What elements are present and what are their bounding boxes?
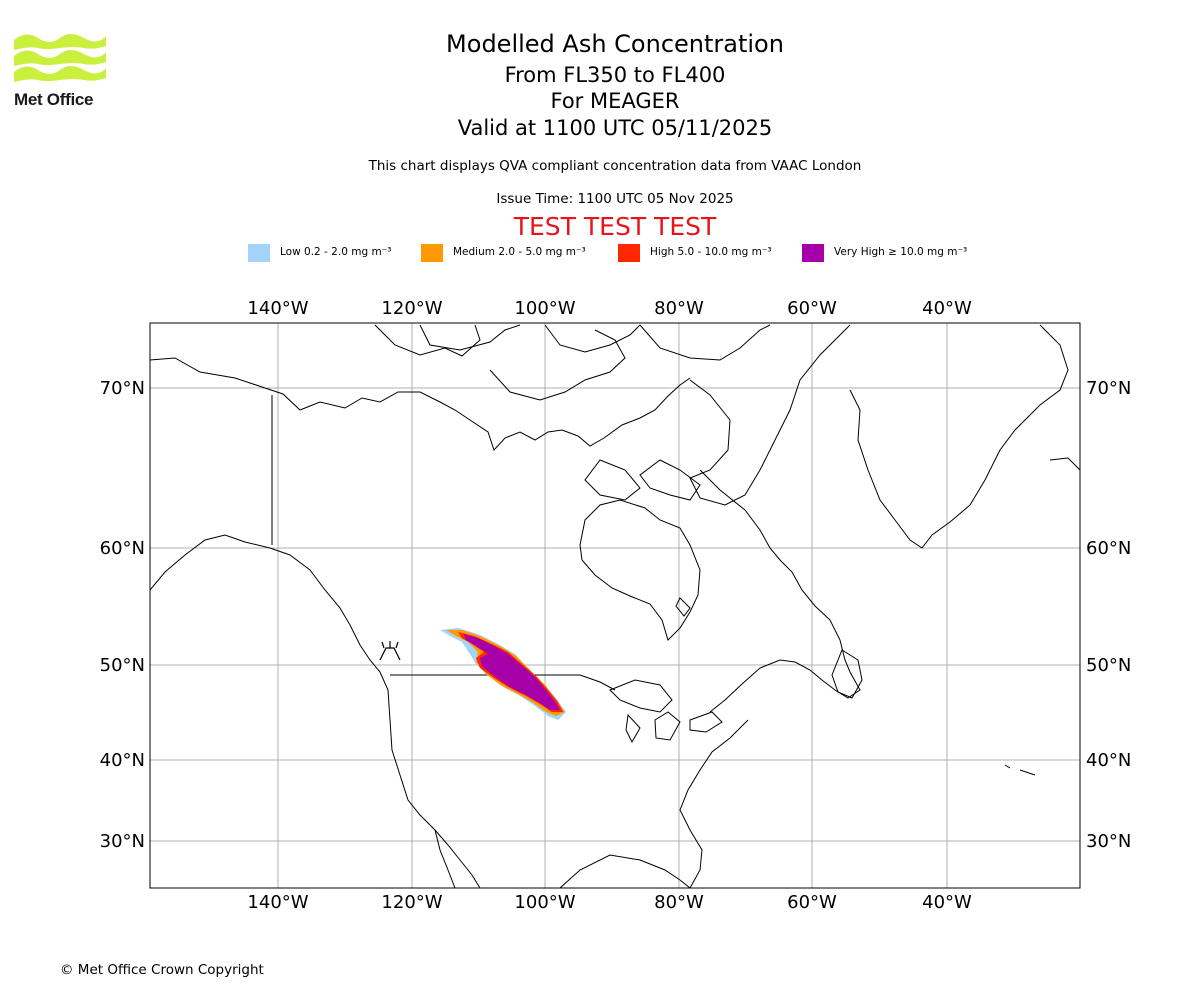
lon-tick-label: 140°W — [247, 892, 308, 913]
lat-ticks-left: 70°N 60°N 50°N 40°N 30°N — [100, 378, 145, 852]
lon-tick-label: 60°W — [787, 892, 837, 913]
copyright: © Met Office Crown Copyright — [60, 962, 264, 978]
lat-tick-label: 60°N — [1086, 538, 1131, 559]
valid-time: Valid at 1100 UTC 05/11/2025 — [457, 116, 773, 140]
coastlines — [150, 324, 1080, 888]
chart-title: Modelled Ash Concentration — [446, 30, 784, 58]
lon-tick-label: 120°W — [381, 298, 442, 319]
lat-tick-label: 40°N — [100, 750, 145, 771]
legend-label-high: High 5.0 - 10.0 mg m⁻³ — [650, 246, 772, 258]
lat-tick-label: 70°N — [100, 378, 145, 399]
chart-description: This chart displays QVA compliant concen… — [368, 158, 862, 174]
flight-level-range: From FL350 to FL400 — [504, 63, 726, 87]
map-frame — [149, 322, 1081, 889]
lon-tick-label: 120°W — [381, 892, 442, 913]
volcano-marker-icon — [379, 641, 401, 661]
legend-swatch-low — [248, 244, 270, 262]
volcano-name: For MEAGER — [550, 89, 680, 113]
lat-ticks-right: 70°N 60°N 50°N 40°N 30°N — [1086, 378, 1131, 852]
test-banner: TEST TEST TEST — [513, 212, 717, 241]
lon-ticks-bottom: 140°W 120°W 100°W 80°W 60°W 40°W — [247, 892, 972, 913]
graticule — [150, 323, 1080, 888]
lon-tick-label: 100°W — [514, 298, 575, 319]
legend-label-very-high: Very High ≥ 10.0 mg m⁻³ — [834, 246, 968, 258]
lat-tick-label: 70°N — [1086, 378, 1131, 399]
legend-swatch-medium — [421, 244, 443, 262]
legend-label-low: Low 0.2 - 2.0 mg m⁻³ — [280, 246, 392, 258]
legend-label-medium: Medium 2.0 - 5.0 mg m⁻³ — [453, 246, 586, 258]
lon-ticks-top: 140°W 120°W 100°W 80°W 60°W 40°W — [247, 298, 972, 319]
lat-tick-label: 30°N — [100, 831, 145, 852]
lat-tick-label: 50°N — [1086, 655, 1131, 676]
lon-tick-label: 100°W — [514, 892, 575, 913]
lon-tick-label: 40°W — [922, 298, 972, 319]
legend-swatch-very-high — [802, 244, 824, 262]
lon-tick-label: 140°W — [247, 298, 308, 319]
lat-tick-label: 60°N — [100, 538, 145, 559]
met-office-waves-icon — [14, 34, 106, 82]
legend-swatch-high — [618, 244, 640, 262]
lat-tick-label: 30°N — [1086, 831, 1131, 852]
ash-plume-very-high — [464, 634, 560, 710]
met-office-logo: Met Office — [14, 30, 114, 110]
lat-tick-label: 40°N — [1086, 750, 1131, 771]
ash-plume — [440, 628, 566, 720]
lon-tick-label: 40°W — [922, 892, 972, 913]
lat-tick-label: 50°N — [100, 655, 145, 676]
lon-tick-label: 80°W — [654, 892, 704, 913]
lon-tick-label: 80°W — [654, 298, 704, 319]
logo-text: Met Office — [14, 90, 94, 109]
issue-time: Issue Time: 1100 UTC 05 Nov 2025 — [496, 191, 734, 207]
lon-tick-label: 60°W — [787, 298, 837, 319]
